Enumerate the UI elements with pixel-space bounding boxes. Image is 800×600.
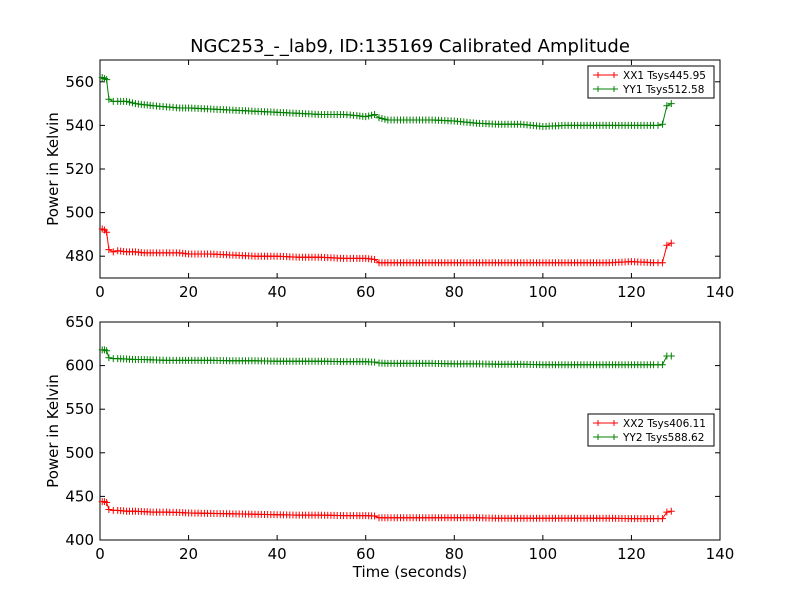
bottom-series-0	[98, 498, 675, 523]
bottom-x-tick-label: 20	[179, 545, 198, 563]
bottom-y-tick-label: 450	[65, 487, 94, 505]
bottom-x-tick-label: 140	[706, 545, 735, 563]
top-x-tick-label: 20	[179, 283, 198, 301]
bottom-y-tick-label: 400	[65, 531, 94, 549]
bottom-data-point	[667, 507, 675, 515]
top-data-point	[365, 112, 373, 120]
subplot-top: 0 20 40 60 80 100 120 140 480 500 520 540 560 Power i…	[44, 59, 735, 301]
top-data-point	[362, 113, 370, 121]
bottom-data-point	[371, 358, 379, 366]
bottom-x-tick-label: 80	[445, 545, 464, 563]
bottom-data-point	[658, 515, 666, 523]
top-legend-box	[587, 65, 715, 99]
top-x-tick-label: 120	[617, 283, 646, 301]
bottom-data-point	[371, 512, 379, 520]
bottom-legend: XX2 Tsys406.11 YY2 Tsys588.62	[587, 413, 715, 447]
bottom-x-axis-label: Time (seconds)	[352, 563, 468, 581]
top-data-point	[103, 228, 111, 236]
top-legend: XX1 Tsys445.95 YY1 Tsys512.58	[587, 65, 715, 99]
top-data-point	[126, 98, 134, 106]
top-series-1	[98, 73, 675, 130]
top-y-tick-label: 480	[65, 247, 94, 265]
top-series-0	[98, 225, 675, 267]
top-data-point	[381, 115, 389, 123]
top-data-point	[105, 246, 113, 254]
top-x-tick-label: 0	[95, 283, 105, 301]
top-x-tick-label: 60	[356, 283, 375, 301]
bottom-legend-label: YY2 Tsys588.62	[622, 432, 704, 444]
top-data-point	[658, 120, 666, 128]
top-legend-label: YY1 Tsys512.58	[622, 84, 704, 96]
top-y-tick-label: 500	[65, 204, 94, 222]
top-y-tick-label: 540	[65, 116, 94, 134]
bottom-legend-box	[587, 413, 715, 447]
top-data-point	[375, 114, 383, 122]
top-data-point	[103, 76, 111, 84]
top-x-tick-label: 40	[268, 283, 287, 301]
bottom-legend-label: XX2 Tsys406.11	[623, 418, 706, 430]
bottom-x-tick-label: 100	[529, 545, 558, 563]
bottom-data-point	[103, 347, 111, 355]
bottom-x-tick-label: 40	[268, 545, 287, 563]
top-data-point	[663, 241, 671, 249]
top-x-tick-label: 100	[529, 283, 558, 301]
top-data-point	[123, 97, 131, 105]
bottom-x-tick-label: 120	[617, 545, 646, 563]
bottom-y-tick-label: 650	[65, 313, 94, 331]
bottom-y-tick-label: 500	[65, 444, 94, 462]
bottom-legend-marker	[595, 420, 601, 426]
top-data-point	[371, 255, 379, 263]
top-x-tick-label: 80	[445, 283, 464, 301]
top-data-point	[368, 111, 376, 119]
top-data-point	[667, 100, 675, 108]
bottom-legend-marker	[611, 420, 617, 426]
bottom-x-tick-label: 60	[356, 545, 375, 563]
top-y-axis-label: Power in Kelvin	[44, 112, 62, 226]
bottom-data-point	[663, 508, 671, 516]
bottom-y-axis-label: Power in Kelvin	[44, 374, 62, 488]
chart-title: NGC253_-_lab9, ID:135169 Calibrated Ampl…	[190, 36, 630, 57]
top-data-point	[667, 239, 675, 247]
bottom-y-tick-label: 550	[65, 400, 94, 418]
top-x-tick-label: 140	[706, 283, 735, 301]
bottom-data-point	[105, 354, 113, 362]
bottom-y-tick-label: 600	[65, 357, 94, 375]
bottom-legend-marker	[611, 434, 617, 440]
top-legend-marker	[595, 72, 601, 78]
top-legend-marker	[595, 86, 601, 92]
bottom-data-point	[105, 505, 113, 513]
bottom-data-point	[658, 361, 666, 369]
top-legend-marker	[611, 72, 617, 78]
top-data-point	[105, 95, 113, 103]
bottom-data-point	[667, 352, 675, 360]
top-data-point	[378, 114, 386, 122]
top-data-point	[128, 99, 136, 107]
top-y-tick-label: 520	[65, 160, 94, 178]
top-y-tick-label: 560	[65, 73, 94, 91]
top-legend-marker	[611, 86, 617, 92]
bottom-x-tick-label: 0	[95, 545, 105, 563]
top-data-point	[663, 102, 671, 110]
bottom-legend-marker	[595, 434, 601, 440]
top-data-point	[371, 111, 379, 118]
bottom-series-1	[98, 346, 675, 369]
subplot-bottom: 0 20 40 60 80 100 120 140 400 450 500 550 600 650 Powe…	[44, 313, 734, 581]
top-data-point	[109, 248, 117, 256]
bottom-data-point	[103, 499, 111, 507]
top-data-point	[654, 121, 662, 129]
top-legend-label: XX1 Tsys445.95	[623, 70, 706, 82]
top-data-point	[658, 259, 666, 267]
